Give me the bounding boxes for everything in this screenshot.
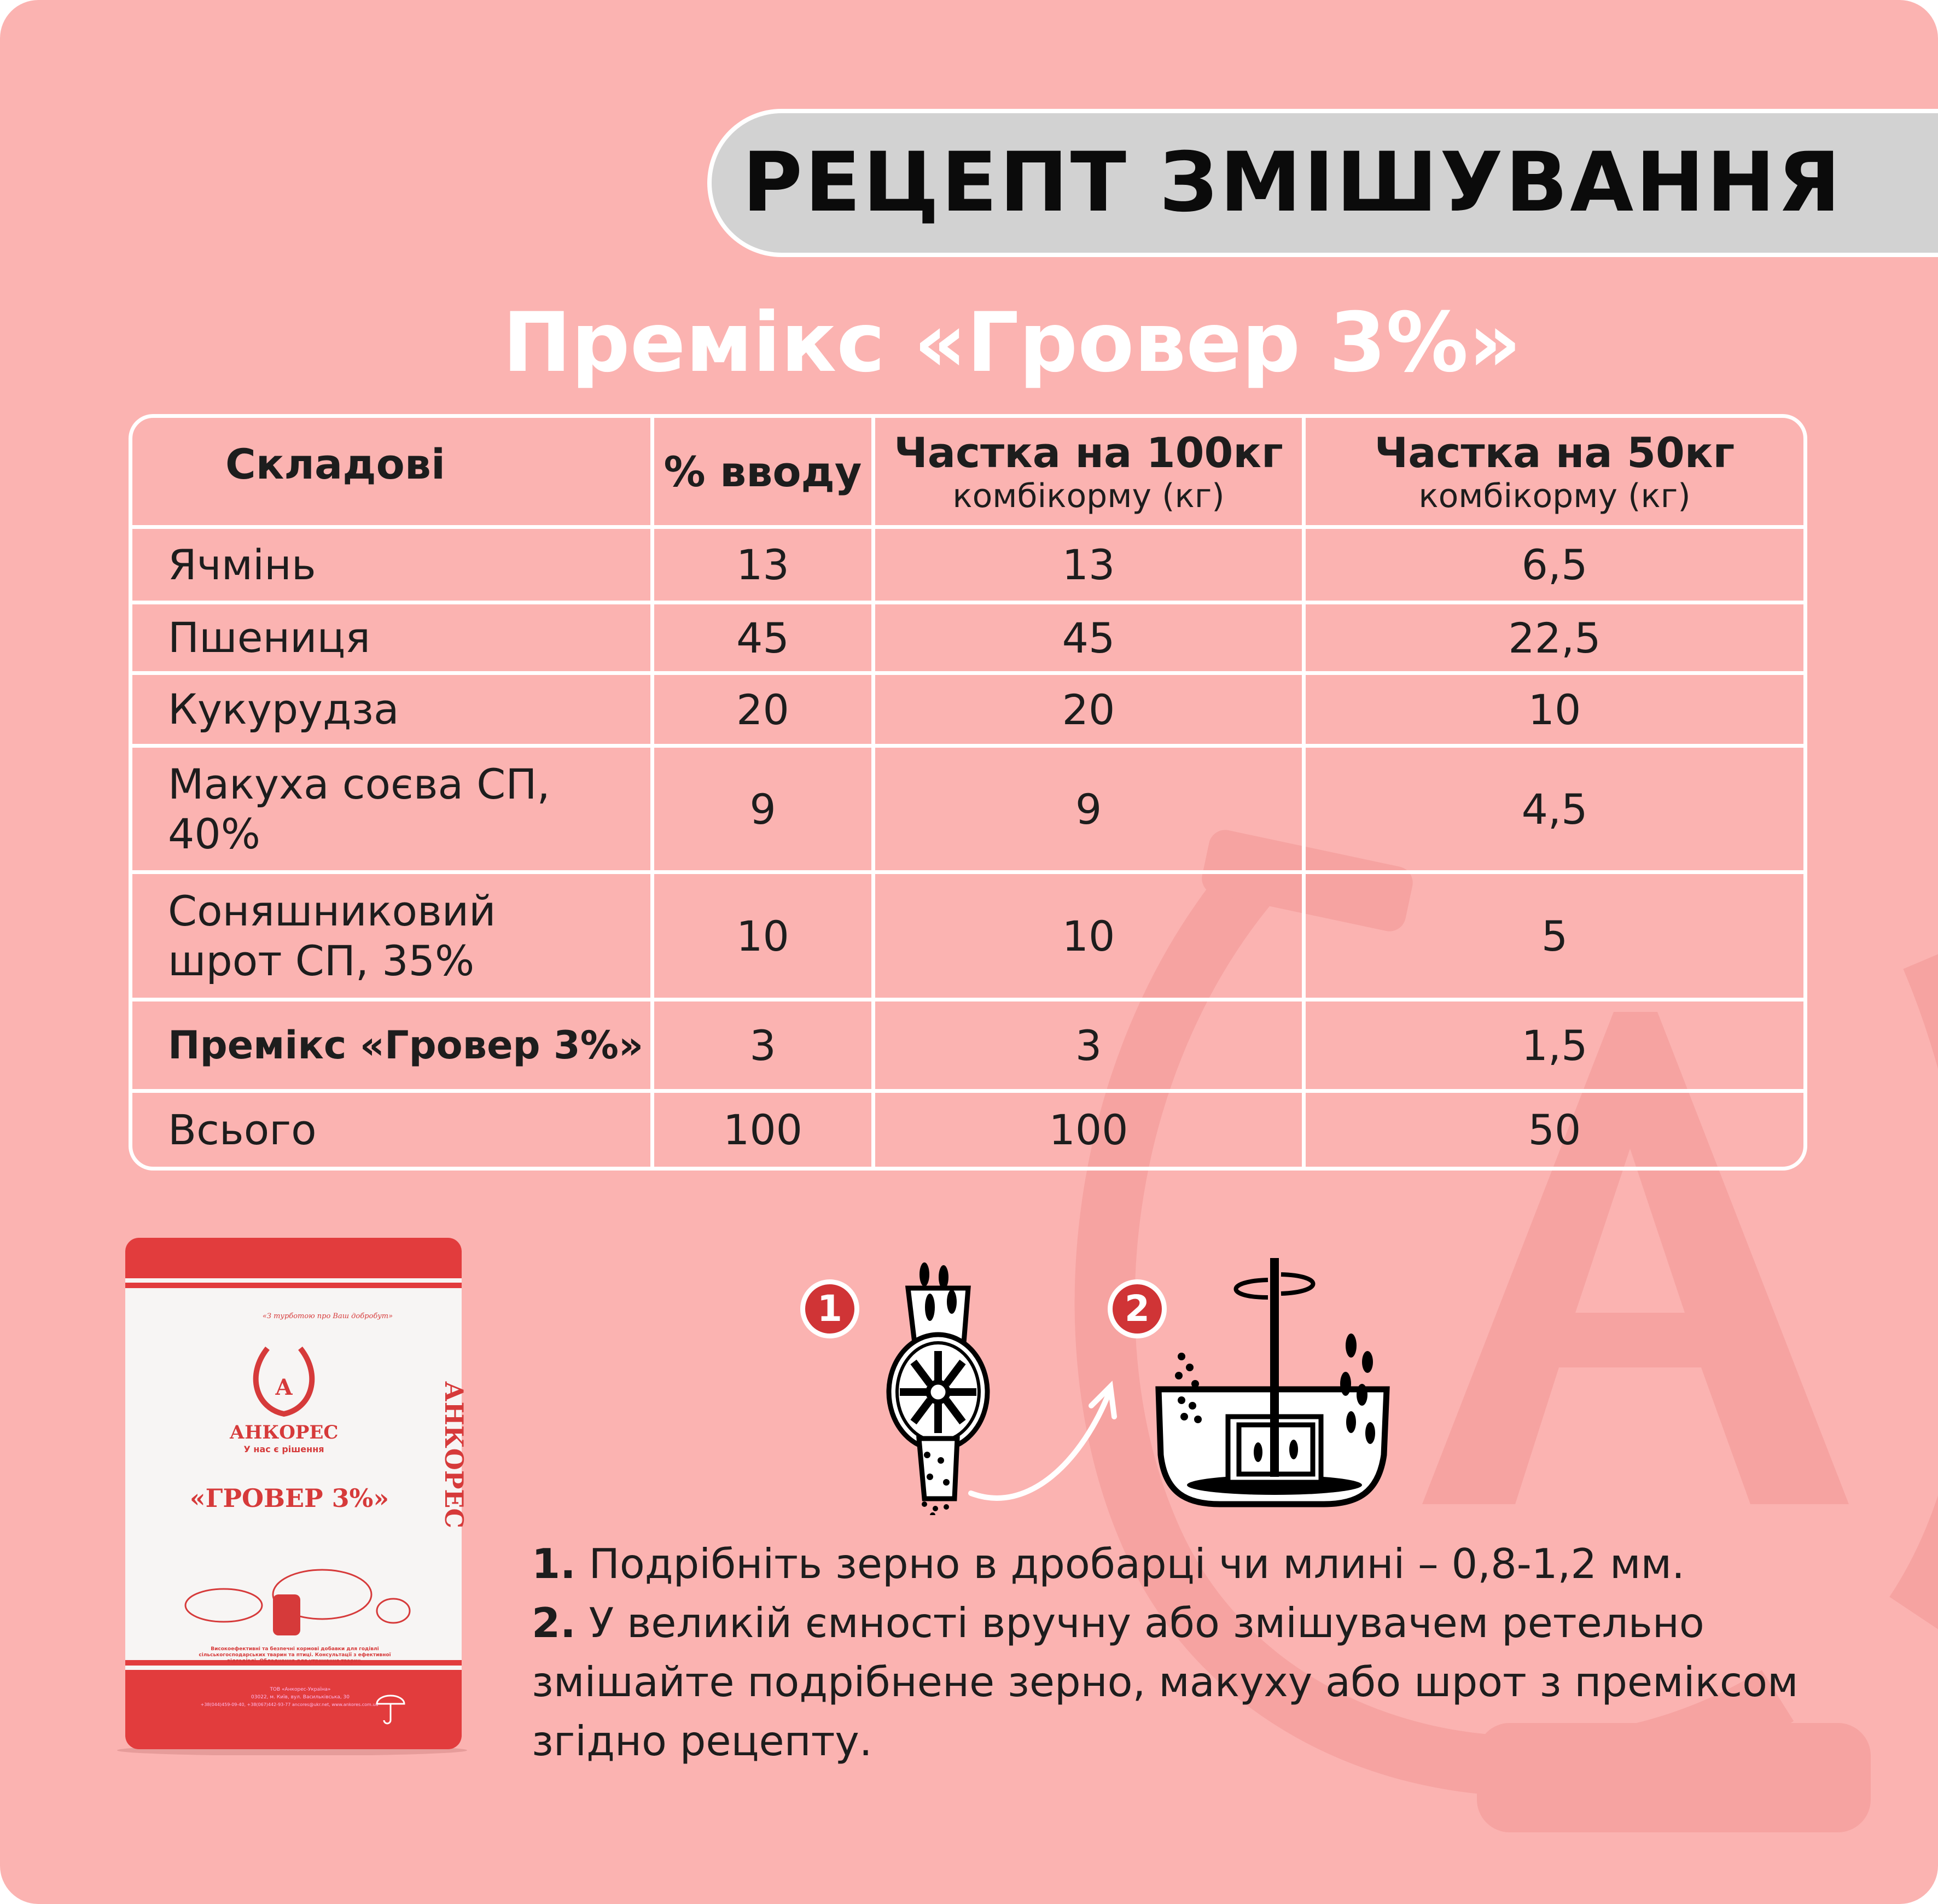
- table-header-row: Складові % вводу Частка на 100кг комбікор…: [132, 418, 1803, 529]
- column-header-ingredients: Складові: [132, 418, 654, 529]
- per100-cell: 10: [875, 874, 1306, 1002]
- bag-address: 03022, м. Київ, вул. Васильківська, 30: [251, 1695, 350, 1700]
- percent-cell: 45: [654, 604, 875, 675]
- grain-grinder-icon: [886, 1285, 990, 1501]
- product-subtitle: Премікс «Гровер 3%»: [502, 295, 1522, 391]
- bag-slogan: «З турботою про Ваш добробут»: [263, 1312, 393, 1320]
- step-2-badge: 2: [1108, 1279, 1167, 1338]
- column-header-per100: Частка на 100кг комбікорму (кг): [875, 418, 1306, 529]
- percent-cell: 100: [654, 1093, 875, 1167]
- table-row: Ячмінь 13 13 6,5: [132, 529, 1803, 604]
- per50-cell: 1,5: [1306, 1002, 1803, 1093]
- percent-cell: 10: [654, 874, 875, 1002]
- ingredient-name: Премікс «Гровер 3%»: [132, 1002, 654, 1093]
- ingredient-name: Макуха соєва СП, 40%: [132, 748, 654, 874]
- svg-text:A: A: [275, 1375, 293, 1400]
- per100-cell: 45: [875, 604, 1306, 675]
- table-row: Макуха соєва СП, 40% 9 9 4,5: [132, 748, 1803, 874]
- per100-cell: 100: [875, 1093, 1306, 1167]
- per50-cell: 22,5: [1306, 604, 1803, 675]
- ingredient-name: Всього: [132, 1093, 654, 1167]
- table-row-premix: Премікс «Гровер 3%» 3 3 1,5: [132, 1002, 1803, 1093]
- page-title: РЕЦЕПТ ЗМІШУВАННЯ: [742, 135, 1843, 230]
- per100-cell: 3: [875, 1002, 1306, 1093]
- per50-cell: 6,5: [1306, 529, 1803, 604]
- bag-contacts: +38(044)459-09-40, +38(067)442-93-77 anc…: [201, 1702, 379, 1707]
- recipe-table: Складові % вводу Частка на 100кг комбікор…: [129, 414, 1807, 1171]
- ingredient-name: Соняшниковий шрот СП, 35%: [132, 874, 654, 1002]
- per100-cell: 13: [875, 529, 1306, 604]
- ingredient-name: Ячмінь: [132, 529, 654, 604]
- product-bag-image: «З турботою про Ваш добробут» A АНКОРЕС …: [117, 1238, 469, 1755]
- bag-description: Високоефективні та безпечні кормові доба…: [199, 1646, 391, 1664]
- per50-cell: 10: [1306, 675, 1803, 748]
- bag-product-name: «ГРОВЕР 3%»: [190, 1483, 389, 1513]
- per100-cell: 9: [875, 748, 1306, 874]
- percent-cell: 13: [654, 529, 875, 604]
- ingredient-name: Пшениця: [132, 604, 654, 675]
- column-header-percent: % вводу: [654, 418, 875, 529]
- column-header-per50: Частка на 50кг комбікорму (кг): [1306, 418, 1803, 529]
- table-row: Пшениця 45 45 22,5: [132, 604, 1803, 675]
- bag-brand: АНКОРЕС: [230, 1422, 339, 1443]
- percent-cell: 20: [654, 675, 875, 748]
- per50-cell: 4,5: [1306, 748, 1803, 874]
- bag-company: ТОВ «Анкорес-Україна»: [269, 1687, 330, 1692]
- bag-tagline: У нас є рішення: [243, 1444, 324, 1454]
- per50-cell: 5: [1306, 874, 1803, 1002]
- percent-cell: 3: [654, 1002, 875, 1093]
- umbrella-icon: [376, 1695, 405, 1725]
- instruction-step-1: 1. Подрібніть зерно в дробарці чи млині …: [532, 1540, 1685, 1588]
- mixer-bowl-icon: [1155, 1258, 1390, 1507]
- table-row: Соняшниковий шрот СП, 35% 10 10 5: [132, 874, 1803, 1002]
- instruction-step-2: 2. У великій ємності вручну або змішувач…: [532, 1599, 1799, 1765]
- instructions: 1. Подрібніть зерно в дробарці чи млині …: [532, 1534, 1872, 1771]
- per100-cell: 20: [875, 675, 1306, 748]
- table-row-total: Всього 100 100 50: [132, 1093, 1803, 1167]
- arrow-icon: [968, 1381, 1117, 1501]
- per50-cell: 50: [1528, 1105, 1581, 1154]
- table-row: Кукурудза 20 20 10: [132, 675, 1803, 748]
- bag-side-brand: АНКОРЕС: [439, 1381, 469, 1528]
- steps-illustration: [886, 1258, 1390, 1515]
- header-pill: [707, 109, 1938, 257]
- percent-cell: 9: [654, 748, 875, 874]
- step-1-badge: 1: [800, 1279, 859, 1338]
- ingredient-name: Кукурудза: [132, 675, 654, 748]
